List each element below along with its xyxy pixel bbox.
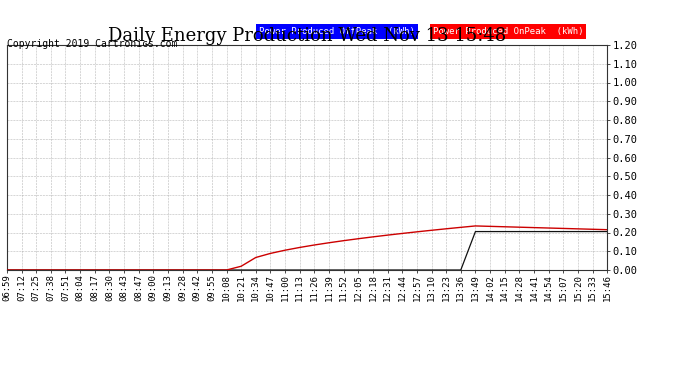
Text: Power Produced OffPeak  (kWh): Power Produced OffPeak (kWh) [259, 27, 415, 36]
Text: Copyright 2019 Cartronics.com: Copyright 2019 Cartronics.com [7, 39, 177, 50]
Text: Power Produced OnPeak  (kWh): Power Produced OnPeak (kWh) [433, 27, 584, 36]
Title: Daily Energy Production Wed Nov 13 15:48: Daily Energy Production Wed Nov 13 15:48 [108, 27, 506, 45]
